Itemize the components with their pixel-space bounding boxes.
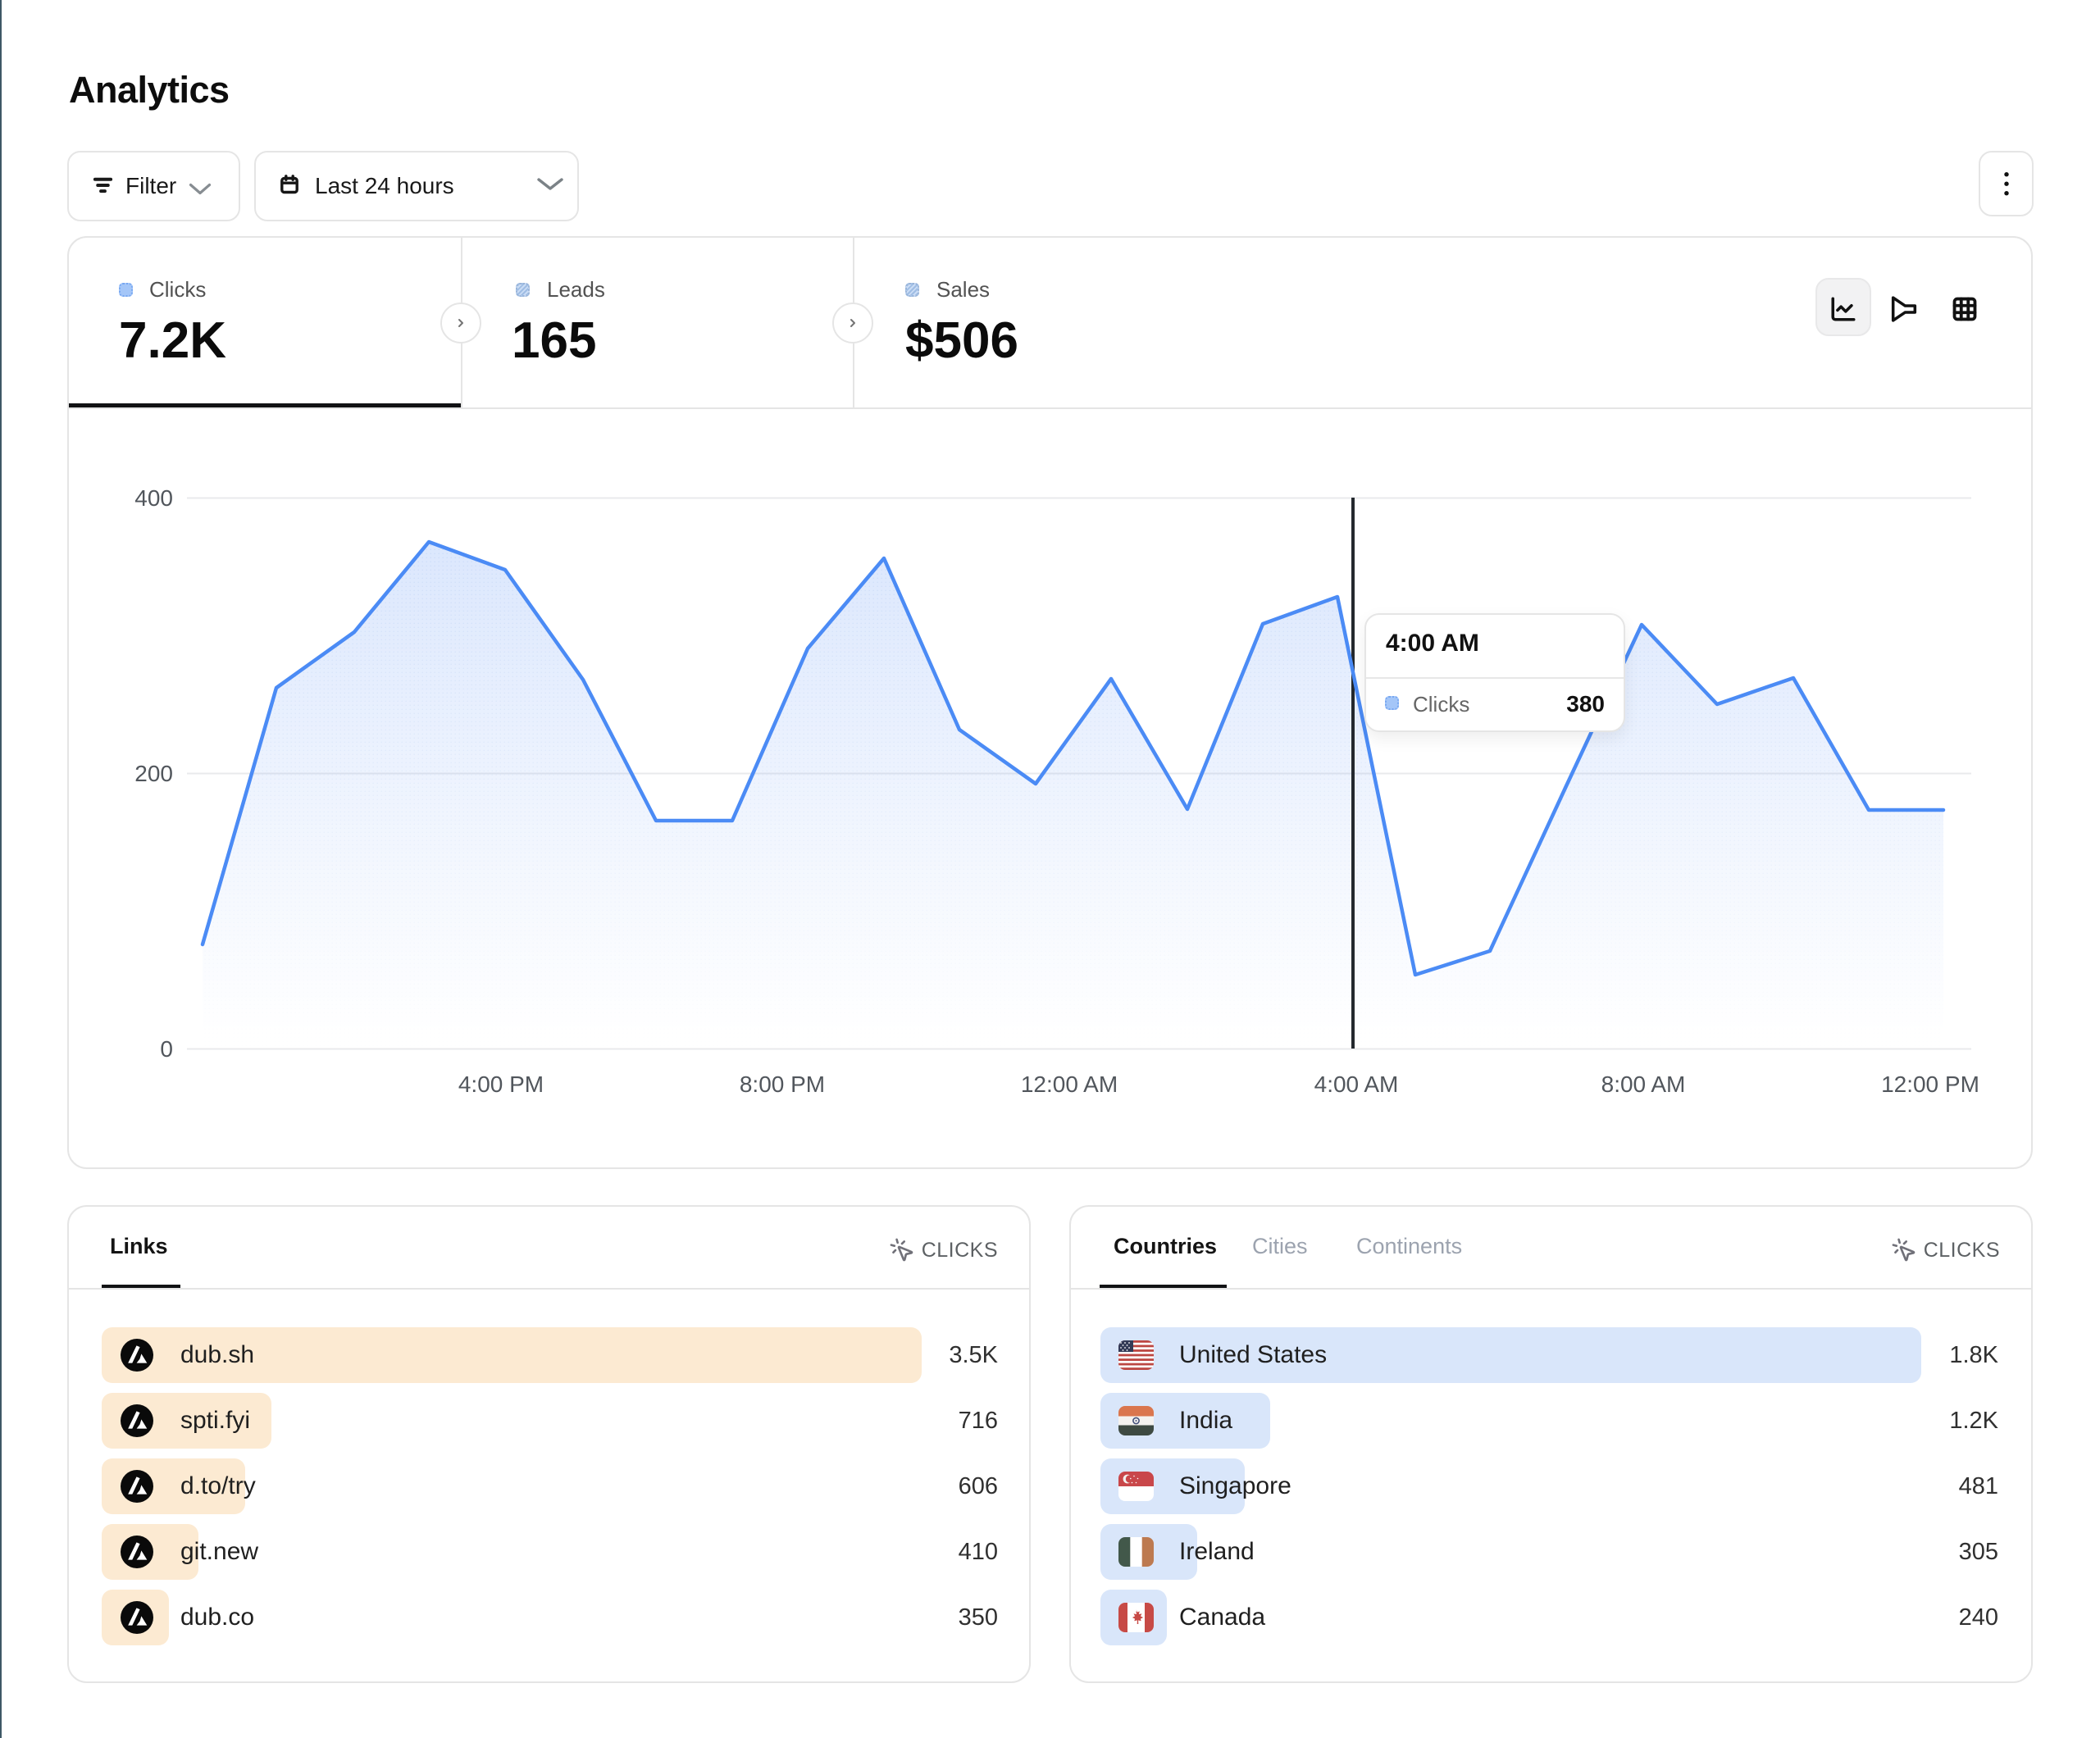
svg-text:12:00 AM: 12:00 AM (1021, 1071, 1118, 1097)
svg-text:400: 400 (134, 485, 173, 511)
svg-text:200: 200 (134, 761, 173, 786)
svg-text:4:00 PM: 4:00 PM (458, 1071, 544, 1097)
svg-text:8:00 PM: 8:00 PM (740, 1071, 825, 1097)
svg-text:12:00 PM: 12:00 PM (1881, 1071, 1979, 1097)
svg-text:4:00 AM: 4:00 AM (1314, 1071, 1399, 1097)
svg-text:0: 0 (160, 1036, 173, 1062)
svg-text:8:00 AM: 8:00 AM (1601, 1071, 1686, 1097)
